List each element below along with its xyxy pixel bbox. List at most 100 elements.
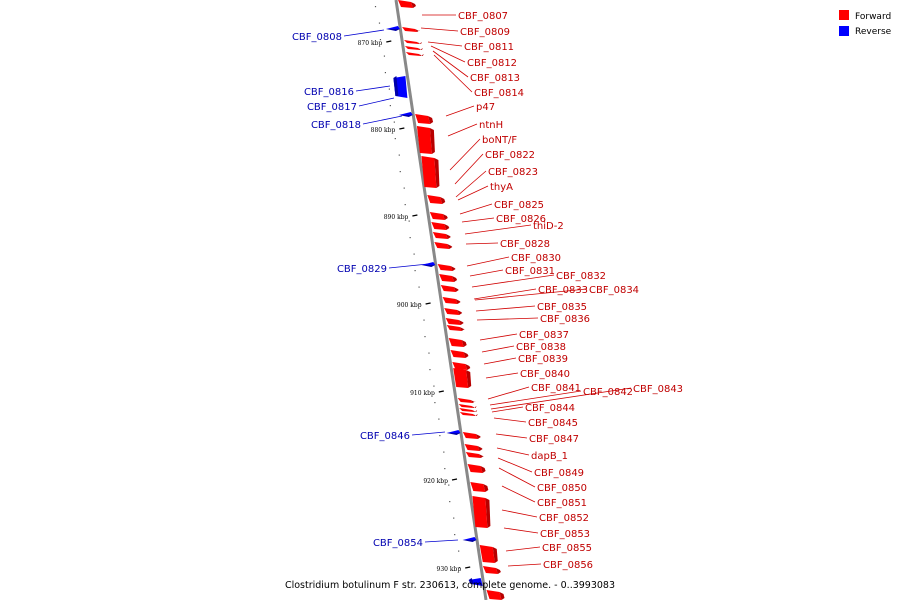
- forward-gene-label[interactable]: CBF_0832: [556, 271, 606, 282]
- forward-gene[interactable]: [450, 350, 469, 358]
- forward-gene-label[interactable]: CBF_0835: [537, 302, 587, 313]
- forward-gene-label[interactable]: boNT/F: [482, 135, 517, 146]
- reverse-gene[interactable]: [468, 578, 483, 586]
- forward-gene-label[interactable]: CBF_0836: [540, 314, 590, 325]
- forward-gene-label[interactable]: ntnH: [479, 120, 503, 131]
- gene-features[interactable]: [385, 0, 505, 600]
- forward-gene-label[interactable]: CBF_0838: [516, 342, 566, 353]
- reverse-gene-label[interactable]: CBF_0854: [373, 538, 423, 549]
- forward-gene-label[interactable]: CBF_0822: [485, 150, 535, 161]
- forward-gene[interactable]: [459, 412, 478, 416]
- forward-gene[interactable]: [402, 27, 421, 32]
- forward-gene-label[interactable]: CBF_0842: [583, 387, 633, 398]
- forward-gene-label[interactable]: CBF_0841: [531, 383, 581, 394]
- reverse-gene-label[interactable]: CBF_0817: [307, 102, 357, 113]
- forward-gene-label[interactable]: CBF_0834: [589, 285, 639, 296]
- forward-gene[interactable]: [440, 285, 459, 292]
- sequence-dot: [383, 55, 386, 57]
- forward-gene[interactable]: [445, 318, 464, 325]
- leader-line: [476, 317, 539, 321]
- forward-gene-label[interactable]: CBF_0851: [537, 498, 587, 509]
- forward-gene-label[interactable]: CBF_0843: [633, 384, 683, 395]
- forward-gene-label[interactable]: CBF_0855: [542, 543, 592, 554]
- forward-gene-label[interactable]: thyA: [490, 182, 513, 193]
- forward-gene[interactable]: [398, 0, 416, 8]
- forward-gene-label[interactable]: CBF_0840: [520, 369, 570, 380]
- forward-gene[interactable]: [482, 566, 501, 574]
- forward-gene-label[interactable]: CBF_0812: [467, 58, 517, 69]
- label-leader-lines: [343, 14, 632, 567]
- forward-gene-label[interactable]: CBF_0826: [496, 214, 546, 225]
- sequence-dot: [394, 138, 396, 140]
- forward-gene[interactable]: [452, 362, 471, 370]
- forward-gene[interactable]: [434, 242, 453, 249]
- forward-gene-label[interactable]: CBF_0813: [470, 73, 520, 84]
- forward-gene-label[interactable]: CBF_0856: [543, 560, 593, 571]
- forward-gene-label[interactable]: thiD-2: [533, 221, 564, 232]
- forward-gene[interactable]: [444, 308, 463, 315]
- reverse-gene-label[interactable]: CBF_0808: [292, 32, 342, 43]
- reverse-gene[interactable]: [446, 430, 461, 435]
- reverse-gene[interactable]: [421, 262, 436, 267]
- forward-gene-label[interactable]: CBF_0831: [505, 266, 555, 277]
- forward-gene-label[interactable]: CBF_0814: [474, 88, 524, 99]
- forward-gene-label[interactable]: CBF_0844: [525, 403, 575, 414]
- forward-gene-label[interactable]: CBF_0853: [540, 529, 590, 540]
- forward-gene[interactable]: [416, 126, 435, 154]
- forward-gene[interactable]: [404, 46, 423, 50]
- gene-labels[interactable]: CBF_0807 CBF_0809 CBF_0811 CBF_0812 CBF_0813…: [292, 11, 683, 571]
- forward-gene-label[interactable]: CBF_0807: [458, 11, 508, 22]
- forward-gene-label[interactable]: CBF_0849: [534, 468, 584, 479]
- forward-gene-label[interactable]: CBF_0809: [460, 27, 510, 38]
- forward-gene-label[interactable]: CBF_0852: [539, 513, 589, 524]
- reverse-gene-label[interactable]: CBF_0829: [337, 264, 387, 275]
- forward-gene-label[interactable]: CBF_0847: [529, 434, 579, 445]
- forward-gene-label[interactable]: CBF_0811: [464, 42, 514, 53]
- reverse-gene[interactable]: [393, 76, 408, 98]
- forward-gene-label[interactable]: CBF_0825: [494, 200, 544, 211]
- forward-gene[interactable]: [448, 338, 467, 347]
- forward-gene[interactable]: [479, 545, 498, 563]
- forward-gene[interactable]: [437, 264, 456, 271]
- reverse-gene[interactable]: [398, 112, 413, 117]
- forward-gene[interactable]: [486, 590, 505, 600]
- reverse-gene-label[interactable]: CBF_0816: [304, 87, 354, 98]
- forward-gene-label[interactable]: CBF_0823: [488, 167, 538, 178]
- forward-gene[interactable]: [446, 325, 465, 331]
- forward-gene[interactable]: [457, 398, 476, 403]
- forward-gene[interactable]: [429, 212, 448, 220]
- forward-gene-label[interactable]: CBF_0845: [528, 418, 578, 429]
- forward-gene[interactable]: [467, 464, 486, 473]
- forward-gene-label[interactable]: CBF_0828: [500, 239, 550, 250]
- forward-gene[interactable]: [442, 297, 461, 304]
- reverse-gene-label[interactable]: CBF_0818: [311, 120, 361, 131]
- forward-gene[interactable]: [465, 452, 484, 458]
- reverse-gene[interactable]: [385, 26, 400, 31]
- forward-gene[interactable]: [472, 496, 491, 528]
- forward-gene[interactable]: [462, 432, 481, 439]
- forward-gene-label[interactable]: CBF_0833: [538, 285, 588, 296]
- forward-gene-label[interactable]: CBF_0839: [518, 354, 568, 365]
- forward-gene[interactable]: [415, 114, 434, 124]
- forward-gene[interactable]: [464, 444, 483, 451]
- forward-gene[interactable]: [404, 40, 422, 44]
- forward-gene-label[interactable]: p47: [476, 102, 495, 113]
- forward-gene-label[interactable]: CBF_0850: [537, 483, 587, 494]
- forward-gene-label[interactable]: CBF_0830: [511, 253, 561, 264]
- forward-gene[interactable]: [458, 404, 477, 408]
- reverse-gene-label[interactable]: CBF_0846: [360, 431, 410, 442]
- forward-gene[interactable]: [453, 368, 472, 388]
- forward-gene[interactable]: [421, 156, 440, 188]
- forward-gene[interactable]: [427, 195, 446, 204]
- reverse-gene[interactable]: [462, 537, 477, 542]
- forward-gene[interactable]: [431, 222, 450, 230]
- forward-gene[interactable]: [405, 52, 424, 56]
- forward-gene[interactable]: [432, 232, 451, 239]
- tick-label: 900 kbp: [397, 302, 422, 309]
- forward-gene[interactable]: [470, 482, 489, 492]
- forward-gene[interactable]: [459, 408, 478, 412]
- forward-gene-label[interactable]: CBF_0837: [519, 330, 569, 341]
- forward-gene[interactable]: [439, 274, 458, 282]
- forward-gene-label[interactable]: dapB_1: [531, 451, 568, 462]
